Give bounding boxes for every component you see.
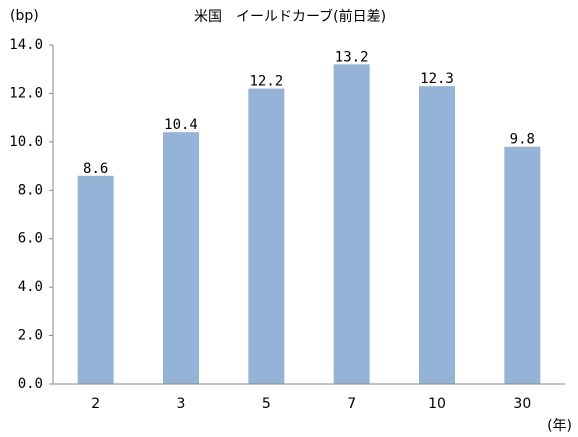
y-tick-label: 6.0 (18, 231, 43, 247)
y-tick-label: 10.0 (9, 134, 43, 150)
bar (504, 146, 541, 384)
data-label: 8.6 (83, 161, 108, 177)
y-tick-label: 4.0 (18, 279, 43, 295)
x-tick-label: 30 (513, 396, 531, 412)
y-tick-label: 14.0 (9, 37, 43, 53)
x-tick-label: 10 (428, 396, 446, 412)
bar (248, 88, 285, 384)
y-tick-label: 0.0 (18, 376, 43, 392)
data-label: 13.2 (335, 49, 369, 65)
x-tick-label: 5 (262, 396, 271, 412)
x-tick-label: 3 (177, 396, 186, 412)
data-label: 10.4 (164, 117, 198, 133)
bar (333, 64, 370, 384)
data-label: 9.8 (510, 132, 535, 148)
y-tick-label: 2.0 (18, 328, 43, 344)
x-axis-label: (年) (547, 418, 572, 434)
bar (77, 175, 114, 384)
y-tick-label: 8.0 (18, 182, 43, 198)
bar (419, 86, 455, 385)
x-tick-label: 2 (91, 396, 100, 412)
chart-title: 米国 イールドカーブ(前日差) (194, 8, 386, 25)
y-axis-label: (bp) (10, 8, 39, 24)
y-tick-label: 12.0 (9, 85, 43, 101)
data-label: 12.3 (420, 71, 454, 87)
data-label: 12.2 (249, 74, 283, 90)
x-tick-label: 7 (347, 396, 356, 412)
bar (163, 132, 199, 384)
